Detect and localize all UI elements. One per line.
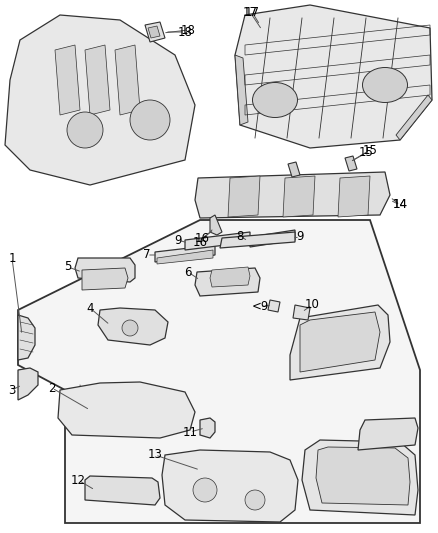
Polygon shape bbox=[195, 172, 390, 218]
Polygon shape bbox=[58, 382, 195, 438]
Polygon shape bbox=[235, 5, 432, 148]
Polygon shape bbox=[157, 250, 213, 264]
Circle shape bbox=[245, 490, 265, 510]
Polygon shape bbox=[155, 245, 215, 262]
Polygon shape bbox=[338, 176, 370, 217]
Polygon shape bbox=[235, 55, 248, 125]
Polygon shape bbox=[85, 476, 160, 505]
Polygon shape bbox=[396, 95, 432, 140]
Text: 17: 17 bbox=[243, 5, 258, 19]
Text: 16: 16 bbox=[194, 231, 209, 245]
Polygon shape bbox=[358, 418, 418, 450]
Polygon shape bbox=[18, 220, 420, 523]
Polygon shape bbox=[200, 418, 215, 438]
Text: 12: 12 bbox=[71, 473, 85, 487]
Text: 5: 5 bbox=[64, 261, 72, 273]
Text: 3: 3 bbox=[8, 384, 16, 397]
Polygon shape bbox=[18, 368, 38, 400]
Polygon shape bbox=[18, 315, 35, 360]
Text: 18: 18 bbox=[180, 23, 195, 36]
Text: 9: 9 bbox=[174, 233, 182, 246]
Polygon shape bbox=[288, 162, 300, 177]
Text: <9: <9 bbox=[251, 301, 268, 313]
Text: 6: 6 bbox=[184, 265, 192, 279]
Polygon shape bbox=[268, 300, 280, 312]
Circle shape bbox=[122, 320, 138, 336]
Polygon shape bbox=[316, 447, 410, 505]
Text: 13: 13 bbox=[148, 448, 162, 462]
Text: 9: 9 bbox=[296, 230, 304, 244]
Polygon shape bbox=[300, 312, 380, 372]
Polygon shape bbox=[290, 305, 390, 380]
Polygon shape bbox=[82, 268, 128, 290]
Polygon shape bbox=[210, 215, 222, 235]
Polygon shape bbox=[293, 305, 310, 320]
Ellipse shape bbox=[363, 68, 407, 102]
Text: 8: 8 bbox=[237, 230, 244, 243]
Polygon shape bbox=[55, 45, 80, 115]
Polygon shape bbox=[283, 176, 315, 217]
Polygon shape bbox=[250, 230, 295, 247]
Text: 1: 1 bbox=[8, 252, 16, 264]
Text: 11: 11 bbox=[183, 425, 198, 439]
Polygon shape bbox=[85, 45, 110, 115]
Circle shape bbox=[130, 100, 170, 140]
Polygon shape bbox=[185, 232, 250, 250]
Polygon shape bbox=[195, 268, 260, 296]
Polygon shape bbox=[75, 258, 135, 282]
Polygon shape bbox=[5, 15, 195, 185]
Polygon shape bbox=[302, 440, 418, 515]
Text: 14: 14 bbox=[392, 198, 407, 212]
Text: 10: 10 bbox=[304, 298, 319, 311]
Polygon shape bbox=[228, 176, 260, 217]
Text: 17: 17 bbox=[244, 5, 259, 19]
Text: 14: 14 bbox=[392, 198, 407, 212]
Polygon shape bbox=[148, 26, 160, 38]
Polygon shape bbox=[162, 450, 298, 522]
Polygon shape bbox=[210, 267, 250, 287]
Ellipse shape bbox=[252, 83, 297, 117]
Polygon shape bbox=[115, 45, 140, 115]
Polygon shape bbox=[98, 308, 168, 345]
Polygon shape bbox=[345, 156, 357, 171]
Text: 16: 16 bbox=[192, 236, 208, 248]
Polygon shape bbox=[145, 22, 165, 42]
Text: 18: 18 bbox=[177, 26, 192, 38]
Circle shape bbox=[67, 112, 103, 148]
Text: 4: 4 bbox=[86, 302, 94, 314]
Text: 7: 7 bbox=[143, 248, 151, 262]
Text: 2: 2 bbox=[48, 382, 56, 394]
Circle shape bbox=[193, 478, 217, 502]
Text: 15: 15 bbox=[359, 147, 374, 159]
Polygon shape bbox=[220, 232, 295, 248]
Text: 15: 15 bbox=[363, 143, 378, 157]
